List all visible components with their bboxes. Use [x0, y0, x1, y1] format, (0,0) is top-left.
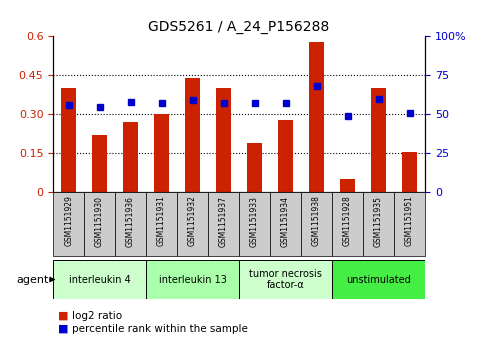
Bar — [301, 192, 332, 256]
Bar — [239, 260, 332, 299]
Text: unstimulated: unstimulated — [346, 274, 411, 285]
Bar — [185, 78, 200, 192]
Bar — [177, 192, 208, 256]
Bar — [53, 192, 84, 256]
Text: GSM1151932: GSM1151932 — [188, 196, 197, 246]
Text: GSM1151928: GSM1151928 — [343, 196, 352, 246]
Text: ■: ■ — [58, 311, 69, 321]
Text: GSM1151931: GSM1151931 — [157, 196, 166, 246]
Bar — [270, 192, 301, 256]
Bar — [61, 88, 76, 192]
Text: GSM1151930: GSM1151930 — [95, 196, 104, 246]
Bar — [247, 143, 262, 192]
Bar — [53, 260, 146, 299]
Text: tumor necrosis
factor-α: tumor necrosis factor-α — [249, 269, 322, 290]
Text: interleukin 13: interleukin 13 — [158, 274, 227, 285]
Bar — [216, 88, 231, 192]
Text: log2 ratio: log2 ratio — [72, 311, 123, 321]
Bar — [394, 192, 425, 256]
Text: GSM1151929: GSM1151929 — [64, 196, 73, 246]
Bar — [278, 119, 293, 192]
Bar — [123, 122, 138, 192]
Bar — [115, 192, 146, 256]
Bar — [208, 192, 239, 256]
Text: ■: ■ — [58, 323, 69, 334]
Bar — [332, 192, 363, 256]
Text: GSM1151934: GSM1151934 — [281, 196, 290, 246]
Bar — [92, 135, 107, 192]
Bar — [402, 152, 417, 192]
Bar — [332, 260, 425, 299]
Bar — [146, 192, 177, 256]
Bar — [363, 192, 394, 256]
Bar — [340, 179, 355, 192]
Bar — [154, 114, 170, 192]
Text: GSM1151935: GSM1151935 — [374, 196, 383, 246]
Title: GDS5261 / A_24_P156288: GDS5261 / A_24_P156288 — [148, 20, 330, 34]
Bar — [84, 192, 115, 256]
Text: interleukin 4: interleukin 4 — [69, 274, 130, 285]
Text: percentile rank within the sample: percentile rank within the sample — [72, 323, 248, 334]
Text: GSM1151938: GSM1151938 — [312, 196, 321, 246]
Bar — [239, 192, 270, 256]
Bar — [309, 41, 324, 192]
Text: GSM1151951: GSM1151951 — [405, 196, 414, 246]
Text: agent: agent — [16, 274, 48, 285]
Text: GSM1151937: GSM1151937 — [219, 196, 228, 246]
Bar — [371, 88, 386, 192]
Text: GSM1151933: GSM1151933 — [250, 196, 259, 246]
Text: GSM1151936: GSM1151936 — [126, 196, 135, 246]
Bar — [146, 260, 239, 299]
